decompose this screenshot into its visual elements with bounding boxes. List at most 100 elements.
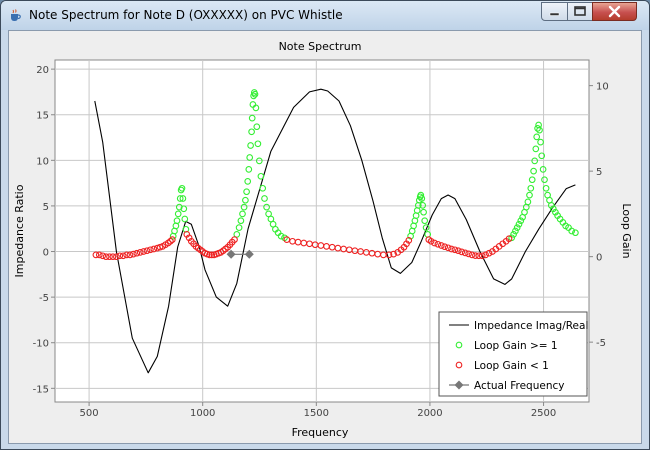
loop-gain-high-point [568, 227, 576, 235]
loop-gain-low-point [95, 251, 103, 259]
loop-gain-low-point [167, 237, 174, 245]
loop-gain-low-point [482, 251, 489, 259]
x-tick-label: 2000 [417, 408, 442, 419]
loop-gain-low-point [126, 251, 134, 259]
y-tick-label: 15 [36, 111, 49, 122]
legend-label: Impedance Imag/Real [474, 320, 588, 332]
loop-gain-high-point [240, 203, 248, 211]
y-tick-label: -15 [33, 384, 49, 395]
loop-gain-high-point [510, 231, 517, 238]
x-tick-label: 2500 [531, 408, 556, 419]
loop-gain-low-point [390, 250, 397, 258]
loop-gain-high-point [250, 92, 257, 100]
loop-gain-low-point [472, 252, 479, 259]
loop-gain-low-point [468, 251, 476, 259]
loop-gain-high-point [549, 205, 557, 213]
loop-gain-high-point [526, 191, 533, 199]
legend-box [438, 311, 588, 397]
loop-gain-high-point [513, 224, 521, 231]
loop-gain-high-point [173, 217, 181, 225]
loop-gain-low-point [92, 251, 100, 259]
loop-gain-low-point [109, 253, 117, 261]
y-axis-label: Impedance Ratio [13, 184, 26, 277]
loop-gain-low-point [208, 251, 216, 259]
loop-gain-high-point [517, 217, 525, 225]
loop-gain-high-point [539, 166, 547, 173]
loop-gain-high-point [259, 184, 267, 192]
loop-gain-high-point [245, 166, 253, 173]
loop-gain-low-point [444, 244, 452, 252]
loop-gain-high-point [422, 224, 430, 231]
loop-gain-high-point [547, 202, 555, 209]
loop-gain-high-point [251, 90, 259, 98]
chart-title: Note Spectrum [279, 40, 362, 53]
loop-gain-high-point [248, 114, 256, 122]
loop-gain-high-point [542, 184, 550, 192]
impedance-line [94, 88, 576, 374]
loop-gain-low-point [99, 252, 107, 260]
loop-gain-high-point [527, 184, 535, 192]
loop-gain-low-point [485, 249, 493, 257]
loop-gain-high-point [179, 195, 187, 202]
loop-gain-low-point [427, 237, 435, 245]
legend-diamond-swatch [454, 380, 464, 390]
y-tick-label: 0 [43, 248, 49, 259]
minimize-button[interactable] [541, 2, 568, 21]
x-tick-label: 500 [80, 408, 99, 419]
loop-gain-high-point [420, 208, 427, 216]
loop-gain-low-point [283, 236, 291, 243]
loop-gain-low-point [123, 251, 130, 259]
loop-gain-low-point [147, 246, 154, 254]
loop-gain-high-point [572, 229, 579, 237]
x-axis-label: Frequency [292, 426, 349, 439]
loop-gain-low-point [465, 250, 472, 258]
loop-gain-high-point [277, 232, 285, 240]
loop-gain-high-point [532, 145, 540, 153]
loop-gain-low-point [130, 250, 137, 258]
title-bar[interactable]: Note Spectrum for Note D (OXXXXX) on PVC… [1, 1, 649, 30]
loop-gain-high-point [237, 217, 245, 225]
loop-gain-low-point [136, 249, 144, 256]
loop-gain-high-point [180, 205, 188, 213]
loop-gain-high-point [239, 210, 246, 218]
loop-gain-low-point [385, 251, 393, 259]
loop-gain-high-point [176, 195, 184, 202]
loop-gain-high-point [417, 191, 425, 199]
loop-gain-high-point [178, 184, 186, 192]
loop-gain-high-point [538, 152, 546, 160]
x-tick-label: 1500 [304, 408, 329, 419]
loop-gain-low-point [231, 236, 238, 243]
loop-gain-low-point [454, 247, 462, 255]
close-button[interactable] [592, 2, 637, 21]
loop-gain-high-point [419, 202, 427, 209]
y-tick-label: 10 [36, 156, 49, 167]
loop-gain-low-point [505, 235, 513, 243]
actual-frequency-marker [226, 249, 236, 259]
legend-circle-swatch [455, 341, 463, 349]
loop-gain-high-point [246, 154, 254, 161]
loop-gain-high-point [536, 126, 543, 134]
loop-gain-low-point [461, 249, 469, 257]
x-tick-label: 1000 [190, 408, 215, 419]
loop-gain-low-point [405, 237, 413, 244]
loop-gain-low-point [102, 253, 110, 261]
loop-gain-high-point [252, 104, 260, 112]
loop-gain-high-point [254, 140, 262, 148]
loop-gain-high-point [537, 138, 544, 146]
loop-gain-low-point [206, 251, 213, 259]
y2-tick-label: 10 [596, 82, 609, 93]
loop-gain-high-point [512, 227, 519, 235]
y2-tick-label: 5 [596, 167, 602, 178]
loop-gain-low-point [106, 253, 113, 261]
loop-gain-high-point [421, 217, 429, 225]
loop-gain-high-point [263, 203, 270, 211]
loop-gain-high-point [530, 167, 537, 175]
legend-label: Loop Gain >= 1 [474, 340, 558, 352]
y-tick-label: -5 [39, 293, 49, 304]
loop-gain-low-point [451, 246, 459, 254]
maximize-icon [574, 6, 586, 16]
loop-gain-high-point [261, 195, 268, 202]
loop-gain-high-point [257, 172, 265, 180]
y-tick-label: 20 [36, 65, 49, 76]
maximize-button[interactable] [567, 2, 593, 21]
